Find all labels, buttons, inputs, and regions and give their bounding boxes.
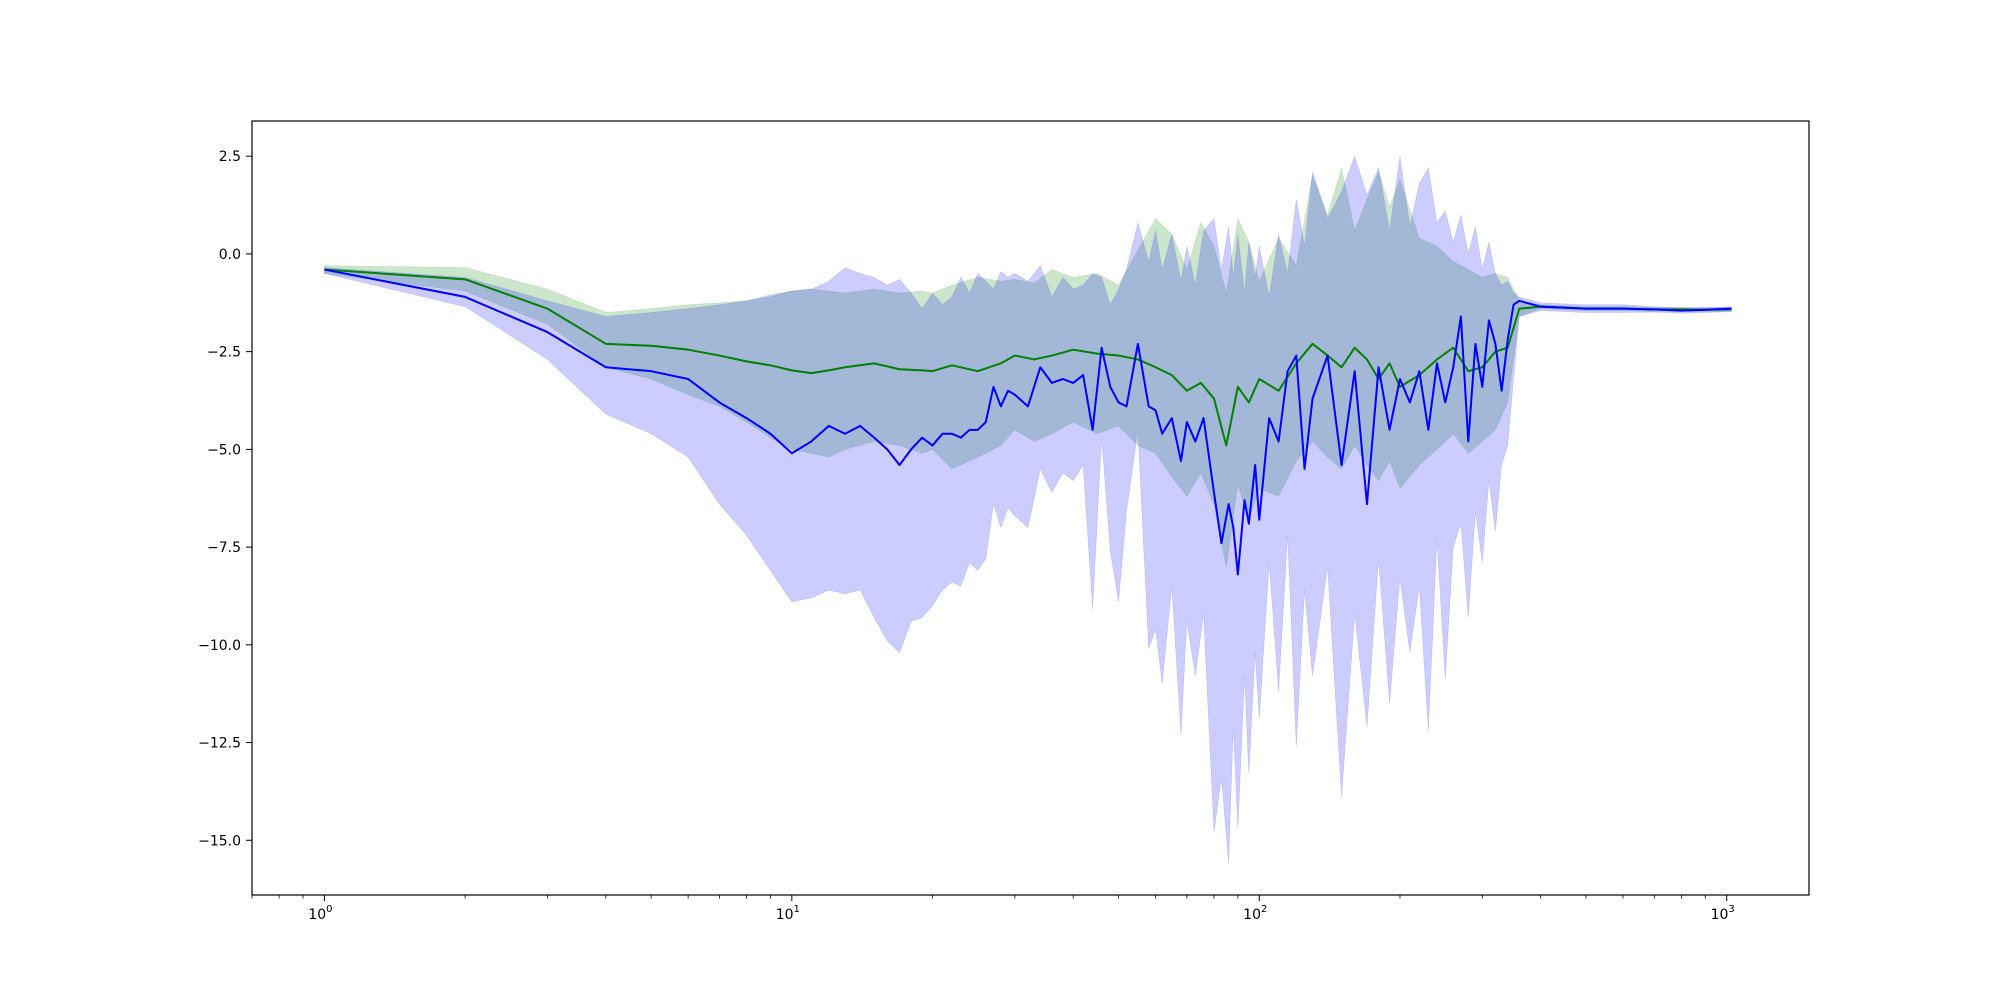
confidence-bands <box>324 155 1732 864</box>
x-axis: 100 101 102 103 <box>251 895 1735 923</box>
series-0-band <box>324 167 1732 567</box>
y-tick-label: 0.0 <box>219 247 241 263</box>
series-1-line <box>324 268 1732 576</box>
y-axis: 2.5 0.0 −2.5 −5.0 −7.5 −10.0 −12.5 −15.0 <box>198 149 252 849</box>
x-tick-label: 100 <box>308 904 332 923</box>
y-tick-label: −2.5 <box>207 345 241 361</box>
y-tick-label: −15.0 <box>198 833 241 849</box>
series-0-line <box>324 268 1732 447</box>
plot-frame <box>251 120 1810 896</box>
y-tick-label: −5.0 <box>207 442 241 458</box>
series-1-band <box>324 155 1732 864</box>
y-tick-label: −7.5 <box>207 540 241 556</box>
x-tick-label: 102 <box>1243 904 1267 923</box>
series-lines <box>324 268 1732 576</box>
y-tick-label: 2.5 <box>219 149 241 165</box>
x-tick-label: 103 <box>1711 904 1735 923</box>
y-tick-label: −10.0 <box>198 638 241 654</box>
y-tick-label: −12.5 <box>198 736 241 752</box>
x-tick-label: 101 <box>776 904 800 923</box>
